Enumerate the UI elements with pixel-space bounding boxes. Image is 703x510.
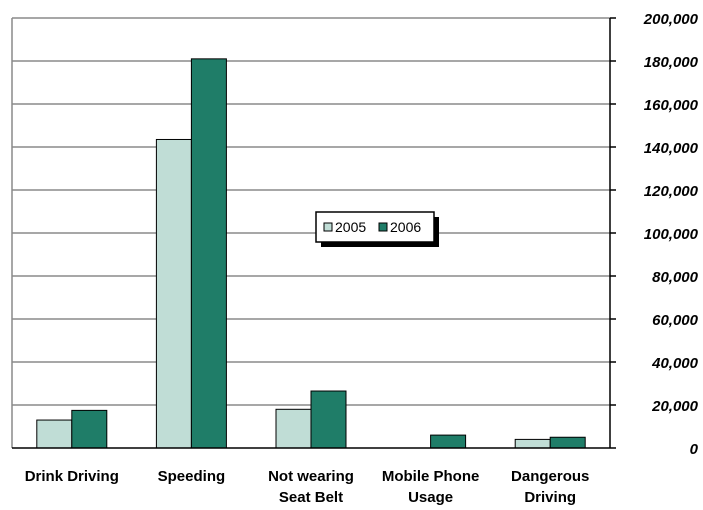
legend-swatch-2005 [323,222,333,232]
axes [11,17,616,449]
legend: 2005 2006 [315,211,439,247]
y-tick-label: 200,000 [643,11,699,28]
category-label: Driving [524,489,576,506]
y-tick-label: 120,000 [644,183,699,200]
bar-2006-4 [549,436,586,449]
category-label: Usage [408,489,453,506]
legend-swatch-2006 [378,222,388,232]
category-labels: Drink Driving Speeding Not wearing Seat Bel… [25,468,590,506]
y-tick-labels: 0 20,000 40,000 60,000 80,000 100,000 120,000 1… [643,11,699,458]
category-label: Dangerous [511,468,589,485]
bar-2005-4 [514,438,551,449]
legend-label: 2006 [390,219,421,235]
category-label: Drink Driving [25,468,119,485]
y-tick-label: 20,000 [651,398,699,415]
y-tick-label: 160,000 [644,97,699,114]
y-tick-label: 0 [690,441,699,458]
category-label: Not wearing [268,468,354,485]
y-tick-label: 60,000 [652,312,699,329]
gridlines [12,17,610,406]
bar-2006-3 [430,434,467,449]
legend-box [315,211,435,243]
legend-label: 2005 [335,219,366,235]
y-tick-label: 180,000 [644,54,699,71]
y-tick-label: 140,000 [644,140,699,157]
category-label: Mobile Phone [382,468,480,485]
y-tick-label: 40,000 [651,355,699,372]
y-tick-label: 80,000 [652,269,699,286]
category-label: Speeding [158,468,226,485]
bar-2005-1 [155,138,192,449]
bars [36,58,586,449]
bar-2006-1 [190,58,227,449]
y-tick-label: 100,000 [644,226,699,243]
bar-2006-2 [310,390,347,449]
bar-2005-2 [275,408,312,449]
bar-2006-0 [71,409,108,449]
category-label: Seat Belt [279,489,343,506]
bar-2005-0 [36,419,73,449]
